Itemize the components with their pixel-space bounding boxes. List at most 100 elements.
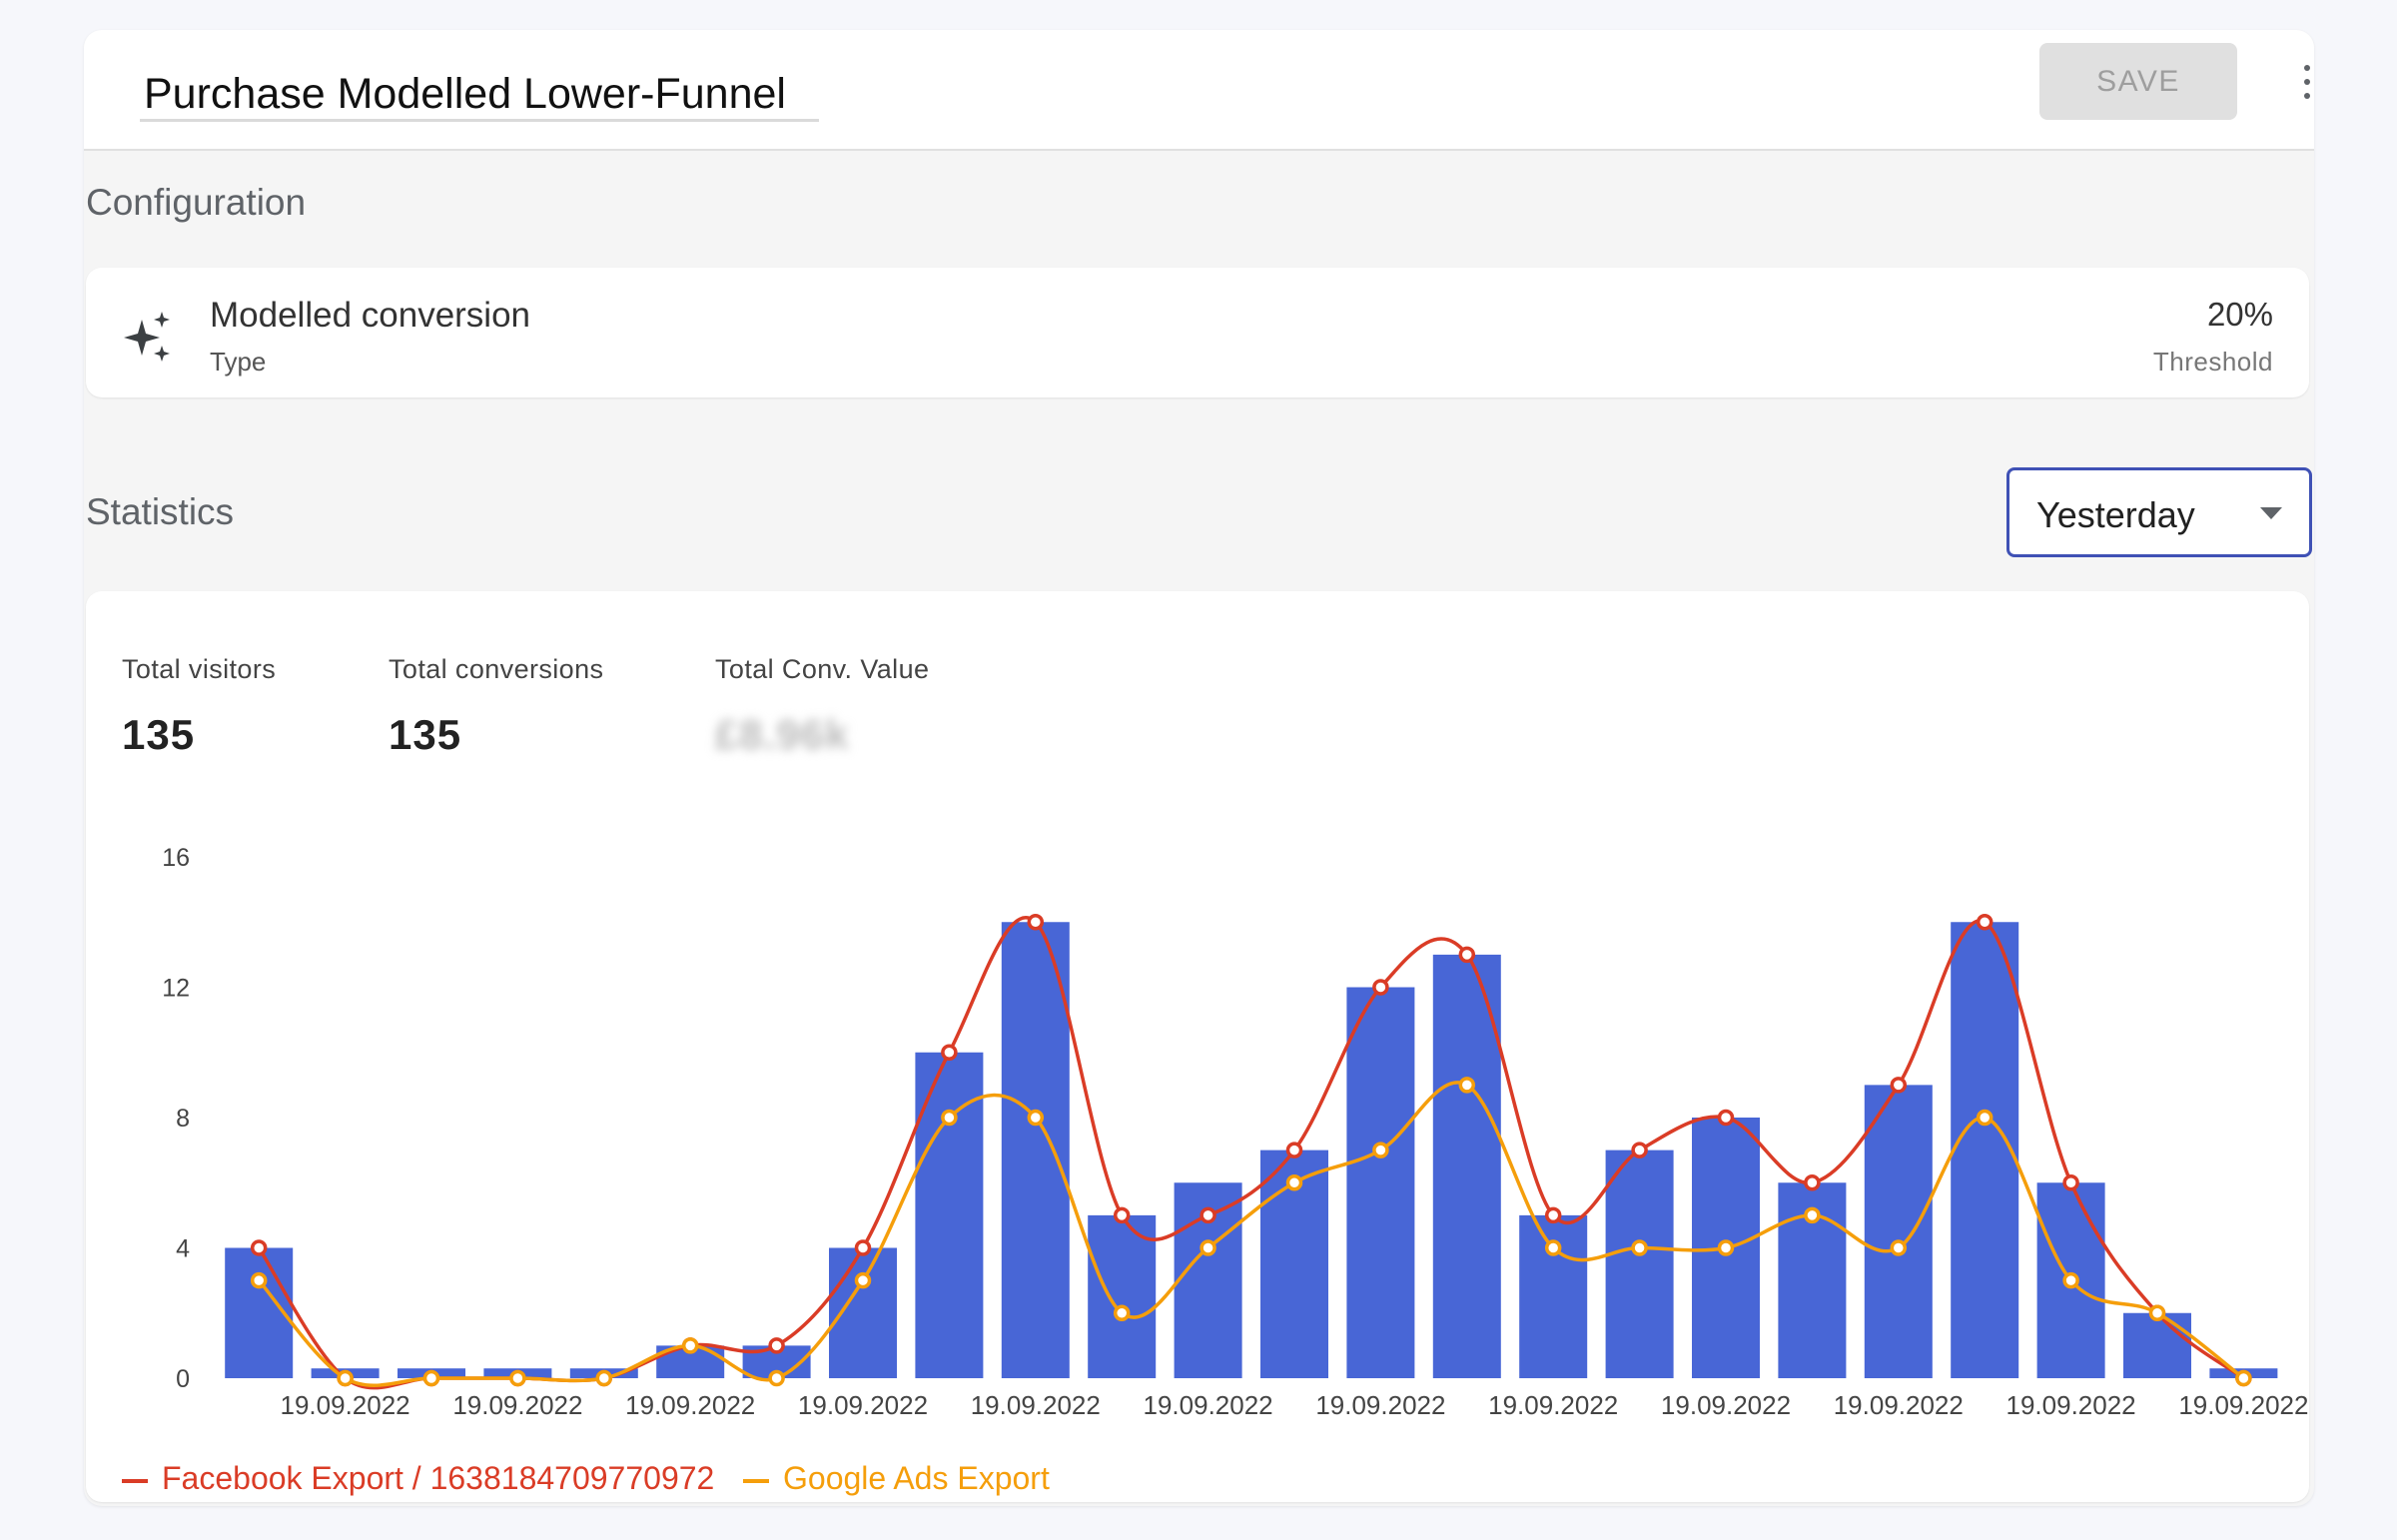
google-point[interactable] <box>1458 1077 1476 1094</box>
legend-google-line <box>743 1478 769 1483</box>
title-input[interactable]: Purchase Modelled Lower-Funnel <box>140 52 819 122</box>
bar[interactable] <box>1432 954 1501 1378</box>
google-point[interactable] <box>1890 1239 1908 1256</box>
facebook-point[interactable] <box>1372 979 1389 996</box>
legend-facebook-label[interactable]: Facebook Export / 1638184709770972 <box>162 1460 715 1496</box>
bar[interactable] <box>1864 1085 1933 1378</box>
facebook-point[interactable] <box>1199 1206 1216 1224</box>
x-tick-label: 19.09.2022 <box>625 1390 755 1420</box>
bar[interactable] <box>1951 922 2019 1378</box>
x-tick-label: 19.09.2022 <box>971 1390 1101 1420</box>
x-tick-label: 19.09.2022 <box>1315 1390 1445 1420</box>
google-point[interactable] <box>1804 1206 1821 1224</box>
conversions-chart: 0 4 8 12 16 19.09.2022 19.09.2022 19.09.2022 19.… <box>162 844 2308 1420</box>
header-bar: Purchase Modelled Lower-Funnel SAVE <box>84 30 2314 151</box>
facebook-point[interactable] <box>941 1044 958 1061</box>
period-select[interactable]: Yesterday <box>2006 467 2312 557</box>
google-point[interactable] <box>1199 1239 1216 1256</box>
bar[interactable] <box>1605 1150 1674 1378</box>
y-tick-label: 12 <box>162 975 190 1003</box>
configuration-card: Modelled conversion Type 20% Threshold <box>86 268 2309 397</box>
google-point[interactable] <box>1976 1109 1994 1127</box>
y-tick-label: 0 <box>176 1365 190 1393</box>
bar[interactable] <box>915 1052 984 1378</box>
bar[interactable] <box>225 1247 294 1379</box>
google-point[interactable] <box>250 1271 268 1289</box>
google-point[interactable] <box>1027 1109 1045 1127</box>
google-point[interactable] <box>1544 1239 1562 1256</box>
config-type-label: Type <box>210 347 267 377</box>
title-text[interactable]: Purchase Modelled Lower-Funnel <box>144 70 786 118</box>
facebook-point[interactable] <box>1631 1142 1648 1158</box>
google-point[interactable] <box>1285 1174 1303 1191</box>
sparkle-icon <box>124 312 170 362</box>
google-point[interactable] <box>2235 1369 2252 1387</box>
save-button[interactable]: SAVE <box>2039 43 2237 120</box>
facebook-point[interactable] <box>1285 1142 1303 1158</box>
config-type-value: Modelled conversion <box>210 296 531 335</box>
google-point[interactable] <box>681 1337 699 1354</box>
bar[interactable] <box>2123 1312 2191 1378</box>
statistics-card: Total visitors 135 Total conversions 135… <box>86 591 2309 1502</box>
google-point[interactable] <box>2148 1304 2166 1321</box>
kpi-conv-value-value: £8.96k <box>715 711 850 758</box>
x-tick-label: 19.09.2022 <box>452 1390 582 1420</box>
facebook-point[interactable] <box>2062 1174 2079 1191</box>
facebook-point[interactable] <box>854 1239 872 1256</box>
google-point[interactable] <box>1372 1142 1389 1158</box>
google-point[interactable] <box>941 1109 958 1127</box>
facebook-series-line <box>257 916 2245 1390</box>
legend-google[interactable]: Google Ads Export <box>743 1460 1050 1497</box>
facebook-point[interactable] <box>1890 1077 1908 1094</box>
google-point[interactable] <box>422 1369 440 1387</box>
legend-facebook[interactable]: Facebook Export / 1638184709770972 <box>122 1460 714 1497</box>
x-tick-label: 19.09.2022 <box>1144 1390 1273 1420</box>
google-point[interactable] <box>1631 1239 1648 1256</box>
x-tick-label: 19.09.2022 <box>1661 1390 1791 1420</box>
facebook-point[interactable] <box>768 1337 785 1354</box>
dropdown-arrow-icon[interactable] <box>2260 507 2282 519</box>
statistics-heading: Statistics <box>86 491 235 532</box>
google-point[interactable] <box>2062 1271 2079 1289</box>
x-tick-label: 19.09.2022 <box>1834 1390 1964 1420</box>
x-tick-label: 19.09.2022 <box>1488 1390 1618 1420</box>
google-point[interactable] <box>1717 1239 1735 1256</box>
kpi-visitors-label: Total visitors <box>122 654 277 684</box>
x-tick-label: 19.09.2022 <box>798 1390 928 1420</box>
legend-facebook-line <box>122 1478 148 1483</box>
segment-panel: Purchase Modelled Lower-Funnel SAVE Conf… <box>84 30 2314 1506</box>
google-point[interactable] <box>1113 1304 1131 1321</box>
facebook-point[interactable] <box>1113 1206 1131 1224</box>
bar[interactable] <box>1088 1214 1157 1378</box>
legend-google-label[interactable]: Google Ads Export <box>783 1460 1050 1496</box>
kpi-conv-value-label: Total Conv. Value <box>715 654 930 684</box>
y-tick-label: 16 <box>162 844 190 872</box>
bar[interactable] <box>1001 922 1070 1378</box>
y-tick-label: 8 <box>176 1105 190 1133</box>
facebook-point[interactable] <box>250 1239 268 1256</box>
config-threshold-label: Threshold <box>2152 347 2273 377</box>
y-tick-label: 4 <box>176 1235 190 1263</box>
facebook-point[interactable] <box>1717 1109 1735 1127</box>
more-vert-icon[interactable] <box>2299 62 2314 102</box>
x-tick-label: 19.09.2022 <box>2178 1390 2308 1420</box>
x-tick-label: 19.09.2022 <box>2006 1390 2136 1420</box>
google-point[interactable] <box>854 1271 872 1289</box>
facebook-point[interactable] <box>1976 914 1994 931</box>
period-select-value[interactable]: Yesterday <box>2036 494 2195 535</box>
google-series-line <box>257 1081 2245 1387</box>
facebook-point[interactable] <box>1458 946 1476 964</box>
google-point[interactable] <box>595 1369 613 1387</box>
bar[interactable] <box>1346 987 1415 1379</box>
google-point[interactable] <box>337 1369 354 1387</box>
google-point[interactable] <box>768 1369 785 1387</box>
google-point[interactable] <box>509 1369 526 1387</box>
facebook-point[interactable] <box>1804 1174 1821 1191</box>
facebook-point[interactable] <box>1027 914 1045 931</box>
facebook-point[interactable] <box>1544 1206 1562 1224</box>
kpi-conversions-value: 135 <box>389 711 462 758</box>
kpi-visitors-value: 135 <box>122 711 196 758</box>
x-tick-label: 19.09.2022 <box>281 1390 410 1420</box>
config-threshold-value: 20% <box>2206 296 2273 333</box>
kpi-conversions-label: Total conversions <box>389 654 604 684</box>
